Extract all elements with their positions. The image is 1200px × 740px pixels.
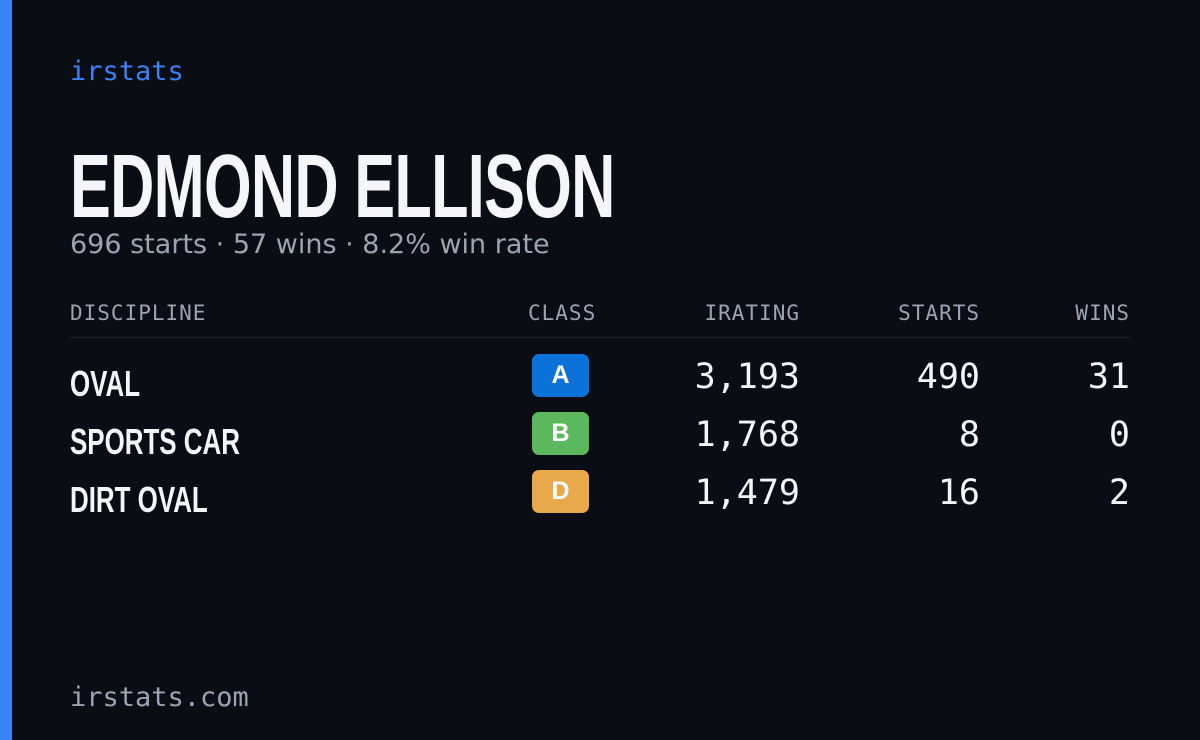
driver-name: EDMOND ELLISON [70, 137, 615, 237]
discipline: OVAL [70, 363, 141, 404]
starts: 8 [958, 415, 980, 455]
irating: 3,193 [694, 357, 800, 397]
class-badge: D [532, 470, 589, 513]
class-badge: A [532, 354, 589, 397]
col-class: CLASS [528, 301, 597, 325]
accent-stripe [0, 0, 12, 740]
discipline: SPORTS CAR [70, 421, 240, 462]
wins: 0 [1108, 415, 1130, 455]
brand: irstats [70, 56, 184, 87]
col-irating: IRATING [704, 301, 800, 325]
footer-site: irstats.com [70, 682, 249, 713]
irating: 1,768 [694, 415, 800, 455]
col-discipline: DISCIPLINE [70, 301, 207, 325]
wins: 31 [1087, 357, 1130, 397]
summary: 696 starts · 57 wins · 8.2% win rate [70, 229, 550, 260]
starts: 490 [916, 357, 980, 397]
col-wins: WINS [1075, 301, 1130, 325]
class-badge: B [532, 412, 589, 455]
col-starts: STARTS [898, 301, 980, 325]
header-rule [70, 337, 1130, 338]
starts: 16 [937, 473, 980, 513]
discipline: DIRT OVAL [70, 479, 208, 520]
wins: 2 [1108, 473, 1130, 513]
irating: 1,479 [694, 473, 800, 513]
